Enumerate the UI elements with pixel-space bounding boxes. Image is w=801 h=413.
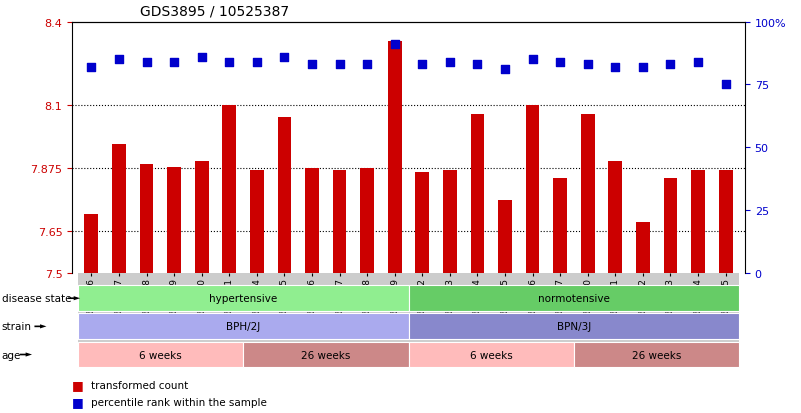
Bar: [636, 223, 650, 273]
Text: normotensive: normotensive: [538, 294, 610, 304]
Point: [444, 59, 457, 66]
Bar: [84, 215, 99, 273]
Point: [526, 57, 539, 64]
Bar: [277, 117, 292, 273]
Point: [498, 67, 511, 74]
Point: [195, 55, 208, 61]
Bar: [663, 178, 678, 273]
Bar: [498, 201, 512, 273]
Point: [582, 62, 594, 69]
Bar: [581, 114, 594, 273]
Point: [278, 55, 291, 61]
Bar: [195, 162, 208, 273]
Point: [416, 62, 429, 69]
Bar: [250, 170, 264, 273]
Bar: [718, 170, 733, 273]
Bar: [139, 164, 154, 273]
Point: [333, 62, 346, 69]
Text: transformed count: transformed count: [91, 380, 188, 390]
Bar: [388, 42, 401, 273]
Bar: [691, 170, 705, 273]
Point: [719, 82, 732, 89]
Point: [691, 59, 704, 66]
Text: 6 weeks: 6 weeks: [139, 350, 182, 360]
Point: [471, 62, 484, 69]
Text: ■: ■: [72, 378, 84, 392]
Bar: [553, 178, 567, 273]
Bar: [167, 167, 181, 273]
Point: [251, 59, 264, 66]
Text: ■: ■: [72, 395, 84, 408]
Text: disease state: disease state: [2, 294, 71, 304]
Point: [553, 59, 566, 66]
Text: BPH/2J: BPH/2J: [226, 322, 260, 332]
Point: [388, 42, 401, 49]
Bar: [112, 145, 126, 273]
Bar: [443, 170, 457, 273]
Point: [637, 64, 650, 71]
Bar: [470, 114, 485, 273]
Text: 26 weeks: 26 weeks: [632, 350, 682, 360]
Bar: [525, 106, 540, 273]
Text: strain: strain: [2, 322, 31, 332]
Bar: [416, 173, 429, 273]
Point: [113, 57, 126, 64]
Point: [140, 59, 153, 66]
Text: hypertensive: hypertensive: [209, 294, 277, 304]
Bar: [305, 169, 319, 273]
Point: [306, 62, 319, 69]
Bar: [360, 169, 374, 273]
Text: 6 weeks: 6 weeks: [470, 350, 513, 360]
Text: BPN/3J: BPN/3J: [557, 322, 591, 332]
Text: age: age: [2, 350, 21, 360]
Point: [223, 59, 235, 66]
Point: [85, 64, 98, 71]
Text: GDS3895 / 10525387: GDS3895 / 10525387: [140, 4, 289, 18]
Point: [360, 62, 373, 69]
Text: 26 weeks: 26 weeks: [301, 350, 351, 360]
Point: [664, 62, 677, 69]
Point: [167, 59, 180, 66]
Text: percentile rank within the sample: percentile rank within the sample: [91, 396, 268, 407]
Bar: [609, 162, 622, 273]
Bar: [332, 170, 347, 273]
Bar: [223, 106, 236, 273]
Point: [609, 64, 622, 71]
